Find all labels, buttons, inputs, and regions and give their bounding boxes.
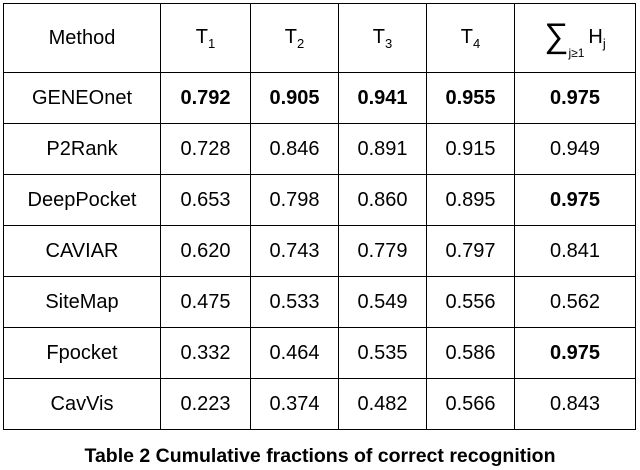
table-row: DeepPocket 0.653 0.798 0.860 0.895 0.975	[3, 174, 636, 226]
method-cell: Fpocket	[3, 327, 161, 379]
table-row: CAVIAR 0.620 0.743 0.779 0.797 0.841	[3, 225, 636, 277]
header-text: H	[588, 25, 603, 48]
value-cell: 0.533	[250, 276, 339, 328]
value-cell: 0.891	[338, 123, 427, 175]
header-cell: T2	[250, 3, 339, 73]
value-cell: 0.843	[514, 378, 636, 430]
value-cell: 0.743	[250, 225, 339, 277]
header-subscript: 3	[384, 35, 393, 51]
value-cell: 0.475	[160, 276, 251, 328]
header-cell: T4	[426, 3, 515, 73]
value-cell: 0.975	[514, 72, 636, 124]
method-cell: DeepPocket	[3, 174, 161, 226]
table-caption: Table 2 Cumulative fractions of correct …	[84, 445, 556, 467]
header-text: T	[372, 25, 385, 48]
header-cell: Method	[3, 3, 161, 73]
value-cell: 0.792	[160, 72, 251, 124]
value-cell: 0.895	[426, 174, 515, 226]
value-cell: 0.566	[426, 378, 515, 430]
method-cell: CAVIAR	[3, 225, 161, 277]
value-cell: 0.846	[250, 123, 339, 175]
table-row: GENEOnet 0.792 0.905 0.941 0.955 0.975	[3, 72, 636, 124]
header-text: T	[460, 25, 473, 48]
header-subscript: 4	[472, 35, 481, 51]
value-cell: 0.797	[426, 225, 515, 277]
value-cell: 0.562	[514, 276, 636, 328]
method-cell: CavVis	[3, 378, 161, 430]
sum-subscript: j≥1	[568, 45, 585, 60]
header-subscript: 2	[296, 35, 305, 51]
value-cell: 0.332	[160, 327, 251, 379]
header-text: T	[195, 25, 208, 48]
table-row: SiteMap 0.475 0.533 0.549 0.556 0.562	[3, 276, 636, 328]
value-cell: 0.549	[338, 276, 427, 328]
header-text: T	[284, 25, 297, 48]
value-cell: 0.556	[426, 276, 515, 328]
value-cell: 0.975	[514, 174, 636, 226]
method-cell: P2Rank	[3, 123, 161, 175]
table-row: Fpocket 0.332 0.464 0.535 0.586 0.975	[3, 327, 636, 379]
value-cell: 0.860	[338, 174, 427, 226]
header-cell: ∑j≥1Hj	[514, 3, 636, 73]
value-cell: 0.955	[426, 72, 515, 124]
results-table: Method T1 T2 T3 T4 ∑j≥1Hj GENEOnet 0.792 0.905 0.…	[3, 3, 636, 430]
table-row: P2Rank 0.728 0.846 0.891 0.915 0.949	[3, 123, 636, 175]
value-cell: 0.223	[160, 378, 251, 430]
header-subscript: 1	[207, 35, 216, 51]
value-cell: 0.949	[514, 123, 636, 175]
value-cell: 0.798	[250, 174, 339, 226]
value-cell: 0.464	[250, 327, 339, 379]
header-row: Method T1 T2 T3 T4 ∑j≥1Hj	[3, 3, 636, 73]
header-subscript: j	[602, 35, 606, 51]
table-row: CavVis 0.223 0.374 0.482 0.566 0.843	[3, 378, 636, 430]
method-cell: GENEOnet	[3, 72, 161, 124]
header-text: Method	[48, 26, 116, 49]
value-cell: 0.374	[250, 378, 339, 430]
value-cell: 0.941	[338, 72, 427, 124]
value-cell: 0.779	[338, 225, 427, 277]
value-cell: 0.975	[514, 327, 636, 379]
value-cell: 0.653	[160, 174, 251, 226]
value-cell: 0.915	[426, 123, 515, 175]
value-cell: 0.482	[338, 378, 427, 430]
value-cell: 0.586	[426, 327, 515, 379]
value-cell: 0.841	[514, 225, 636, 277]
sum-symbol: ∑	[544, 16, 569, 55]
header-cell: T3	[338, 3, 427, 73]
value-cell: 0.905	[250, 72, 339, 124]
method-cell: SiteMap	[3, 276, 161, 328]
header-cell: T1	[160, 3, 251, 73]
value-cell: 0.728	[160, 123, 251, 175]
value-cell: 0.620	[160, 225, 251, 277]
value-cell: 0.535	[338, 327, 427, 379]
